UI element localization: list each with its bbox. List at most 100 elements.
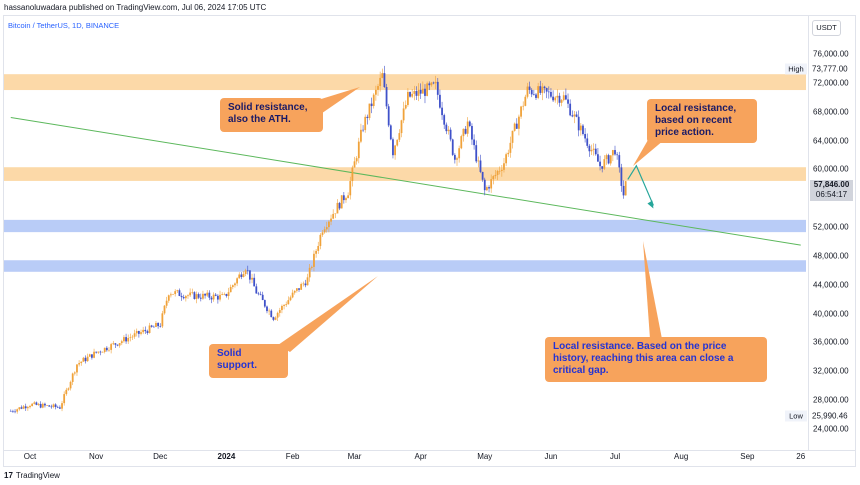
candle-body [56,406,59,408]
candle-body [242,273,245,278]
candle-body [582,125,584,135]
candle-body [159,326,162,327]
candle-body [110,344,113,350]
candle-body [372,94,375,107]
candle-body [415,91,418,96]
resistance-zone [4,167,806,181]
candle-body [212,294,215,300]
candle-body [240,274,243,278]
candle-body [573,114,576,117]
projection-arrow-head [647,200,654,209]
currency-button[interactable]: USDT [812,20,841,36]
candle-body [473,139,475,146]
candle-body [586,138,589,146]
candle-body [360,129,362,142]
candle-body [210,297,213,300]
candle-body [161,313,164,327]
candle-body [564,95,567,100]
candle-body [48,405,51,407]
candle-body [340,195,343,209]
candle-body [140,332,142,334]
candle-body [238,274,241,279]
price-tick-label: 36,000.00 [813,337,849,347]
candle-body [86,356,89,362]
candle-body [69,381,72,389]
candle-body [575,114,578,117]
candle-body [597,154,599,162]
price-tick-label: 60,000.00 [813,164,849,174]
candle-body [302,283,305,285]
candle-body [464,128,467,134]
candle-body [93,351,95,358]
candle-body [116,344,119,346]
callout-local-resistance-bottom[interactable]: Local resistance. Based on the price his… [545,337,767,382]
candle-body [332,213,335,219]
candle-body [411,93,414,97]
candle-body [528,86,531,90]
candle-body [208,292,211,298]
candle-body [379,77,382,87]
candle-body [441,107,443,116]
candle-body [421,88,424,94]
callout-solid-support[interactable]: Solid support. [209,344,288,378]
candle-body [614,150,616,155]
time-tick-label: Nov [89,452,104,461]
candle-body [558,95,561,103]
price-tick-label: 52,000.00 [813,222,849,232]
candle-body [39,403,42,408]
candle-body [413,91,416,94]
candle-body [180,295,183,298]
candle-body [249,270,251,280]
tradingview-logo[interactable]: 17 TradingView [4,471,60,480]
candle-body [515,123,518,129]
symbol-title[interactable]: Bitcoin / TetherUS, 1D, BINANCE [8,21,120,30]
price-tick-label: 64,000.00 [813,136,849,146]
candle-body [453,154,456,160]
candle-body [477,160,480,162]
candle-body [588,145,591,152]
candle-body [14,411,16,413]
candle-body [165,300,168,306]
candle-body [105,347,108,351]
candle-body [18,407,21,410]
candle-body [306,277,309,286]
candle-body [545,88,548,92]
candle-body [334,213,337,215]
candle-body [396,139,399,146]
candle-body [29,406,31,408]
candle-body [494,174,497,177]
candle-body [503,163,505,170]
candle-body [135,330,138,334]
callout-local-resistance-top[interactable]: Local resistance, based on recent price … [647,99,757,143]
time-tick-label: Dec [153,452,168,461]
candle-body [609,155,612,164]
candle-body [261,294,264,301]
candle-body [219,294,221,300]
candle-body [137,330,140,334]
candle-body [82,357,85,362]
candle-body [543,86,546,89]
candle-body [278,310,281,313]
price-tick-label: 44,000.00 [813,280,849,290]
candle-body [374,89,377,95]
callout-ath[interactable]: Solid resistance, also the ATH. [220,98,323,132]
low-price-tag: 25,990.46 [812,411,848,421]
time-tick-label: Jul [609,452,621,461]
candle-body [16,409,19,412]
candle-body [184,296,187,299]
candle-body [500,169,503,171]
candle-body [447,129,450,132]
price-tick-label: 48,000.00 [813,251,849,261]
candle-body [22,406,25,409]
candle-body [9,410,12,412]
candle-body [368,103,371,119]
candle-body [91,354,93,358]
candle-body [287,300,290,305]
candle-body [468,121,471,127]
candle-body [579,125,582,131]
candle-body [460,136,463,149]
candle-body [509,142,512,153]
candle-body [193,292,196,300]
candle-body [321,232,324,235]
